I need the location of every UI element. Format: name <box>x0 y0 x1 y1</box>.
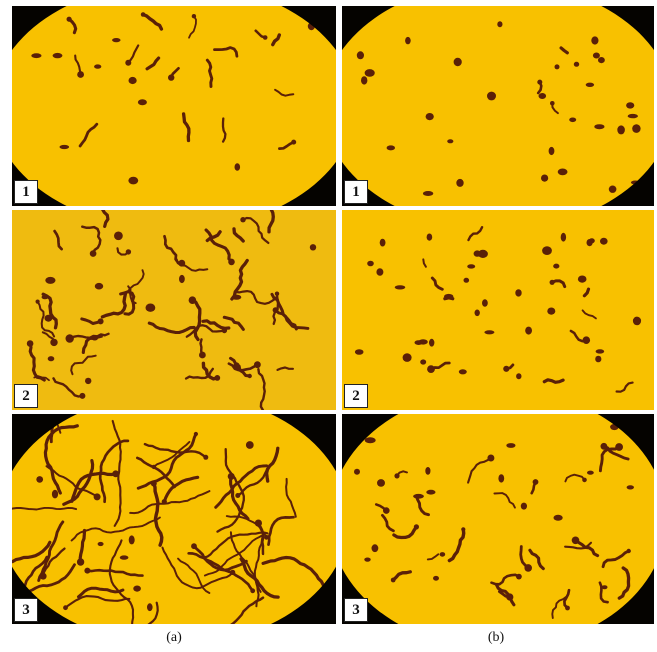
panel-label-b2: 2 <box>344 384 368 408</box>
panel-b3: 3 <box>342 414 654 624</box>
panel-a2: 2 <box>12 210 336 410</box>
panel-b1: 1 <box>342 6 654 206</box>
panel-label-b3: 3 <box>344 598 368 622</box>
micrograph-b3 <box>342 414 654 624</box>
micrograph-b1 <box>342 6 654 206</box>
micrograph-a2 <box>12 210 336 410</box>
panel-label-a1: 1 <box>14 180 38 204</box>
micrograph-a3 <box>12 414 336 624</box>
micrograph-a1 <box>12 6 336 206</box>
panel-a1: 1 <box>12 6 336 206</box>
panel-label-a3: 3 <box>14 598 38 622</box>
caption-b: (b) <box>487 630 505 645</box>
panel-a3: 3 <box>12 414 336 624</box>
caption-a: (a) <box>166 630 182 645</box>
panel-label-b1: 1 <box>344 180 368 204</box>
panel-label-a2: 2 <box>14 384 38 408</box>
panel-b2: 2 <box>342 210 654 410</box>
micrograph-b2 <box>342 210 654 410</box>
